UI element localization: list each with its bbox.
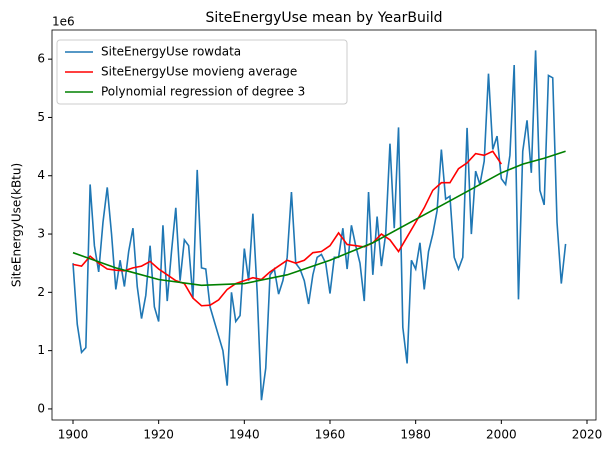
y-axis-label: SiteEnergyUse(kBtu)	[10, 163, 24, 287]
legend-label: Polynomial regression of degree 3	[101, 85, 305, 99]
y-tick-label: 1	[37, 343, 45, 357]
x-tick-label: 1900	[58, 428, 89, 442]
y-tick-label: 6	[37, 52, 45, 66]
y-tick-label: 3	[37, 227, 45, 241]
legend-label: SiteEnergyUse movieng average	[101, 65, 297, 79]
x-tick-label: 2000	[486, 428, 517, 442]
y-tick-label: 5	[37, 110, 45, 124]
chart-title: SiteEnergyUse mean by YearBuild	[205, 10, 442, 26]
legend-box	[56, 39, 348, 105]
y-tick-label: 4	[37, 168, 45, 182]
legend-label: SiteEnergyUse rowdata	[101, 45, 241, 59]
plot-frame	[51, 29, 597, 421]
y-tick-label: 0	[37, 401, 45, 415]
y-offset-label: 1e6	[52, 15, 75, 29]
x-tick-label: 1980	[400, 428, 431, 442]
x-tick-label: 2020	[572, 428, 603, 442]
x-tick-label: 1960	[315, 428, 346, 442]
data-line	[72, 150, 566, 287]
y-tick-label: 2	[37, 285, 45, 299]
data-line	[72, 150, 503, 307]
x-tick-label: 1920	[143, 428, 174, 442]
x-tick-label: 1940	[229, 428, 260, 442]
data-line	[72, 50, 567, 401]
